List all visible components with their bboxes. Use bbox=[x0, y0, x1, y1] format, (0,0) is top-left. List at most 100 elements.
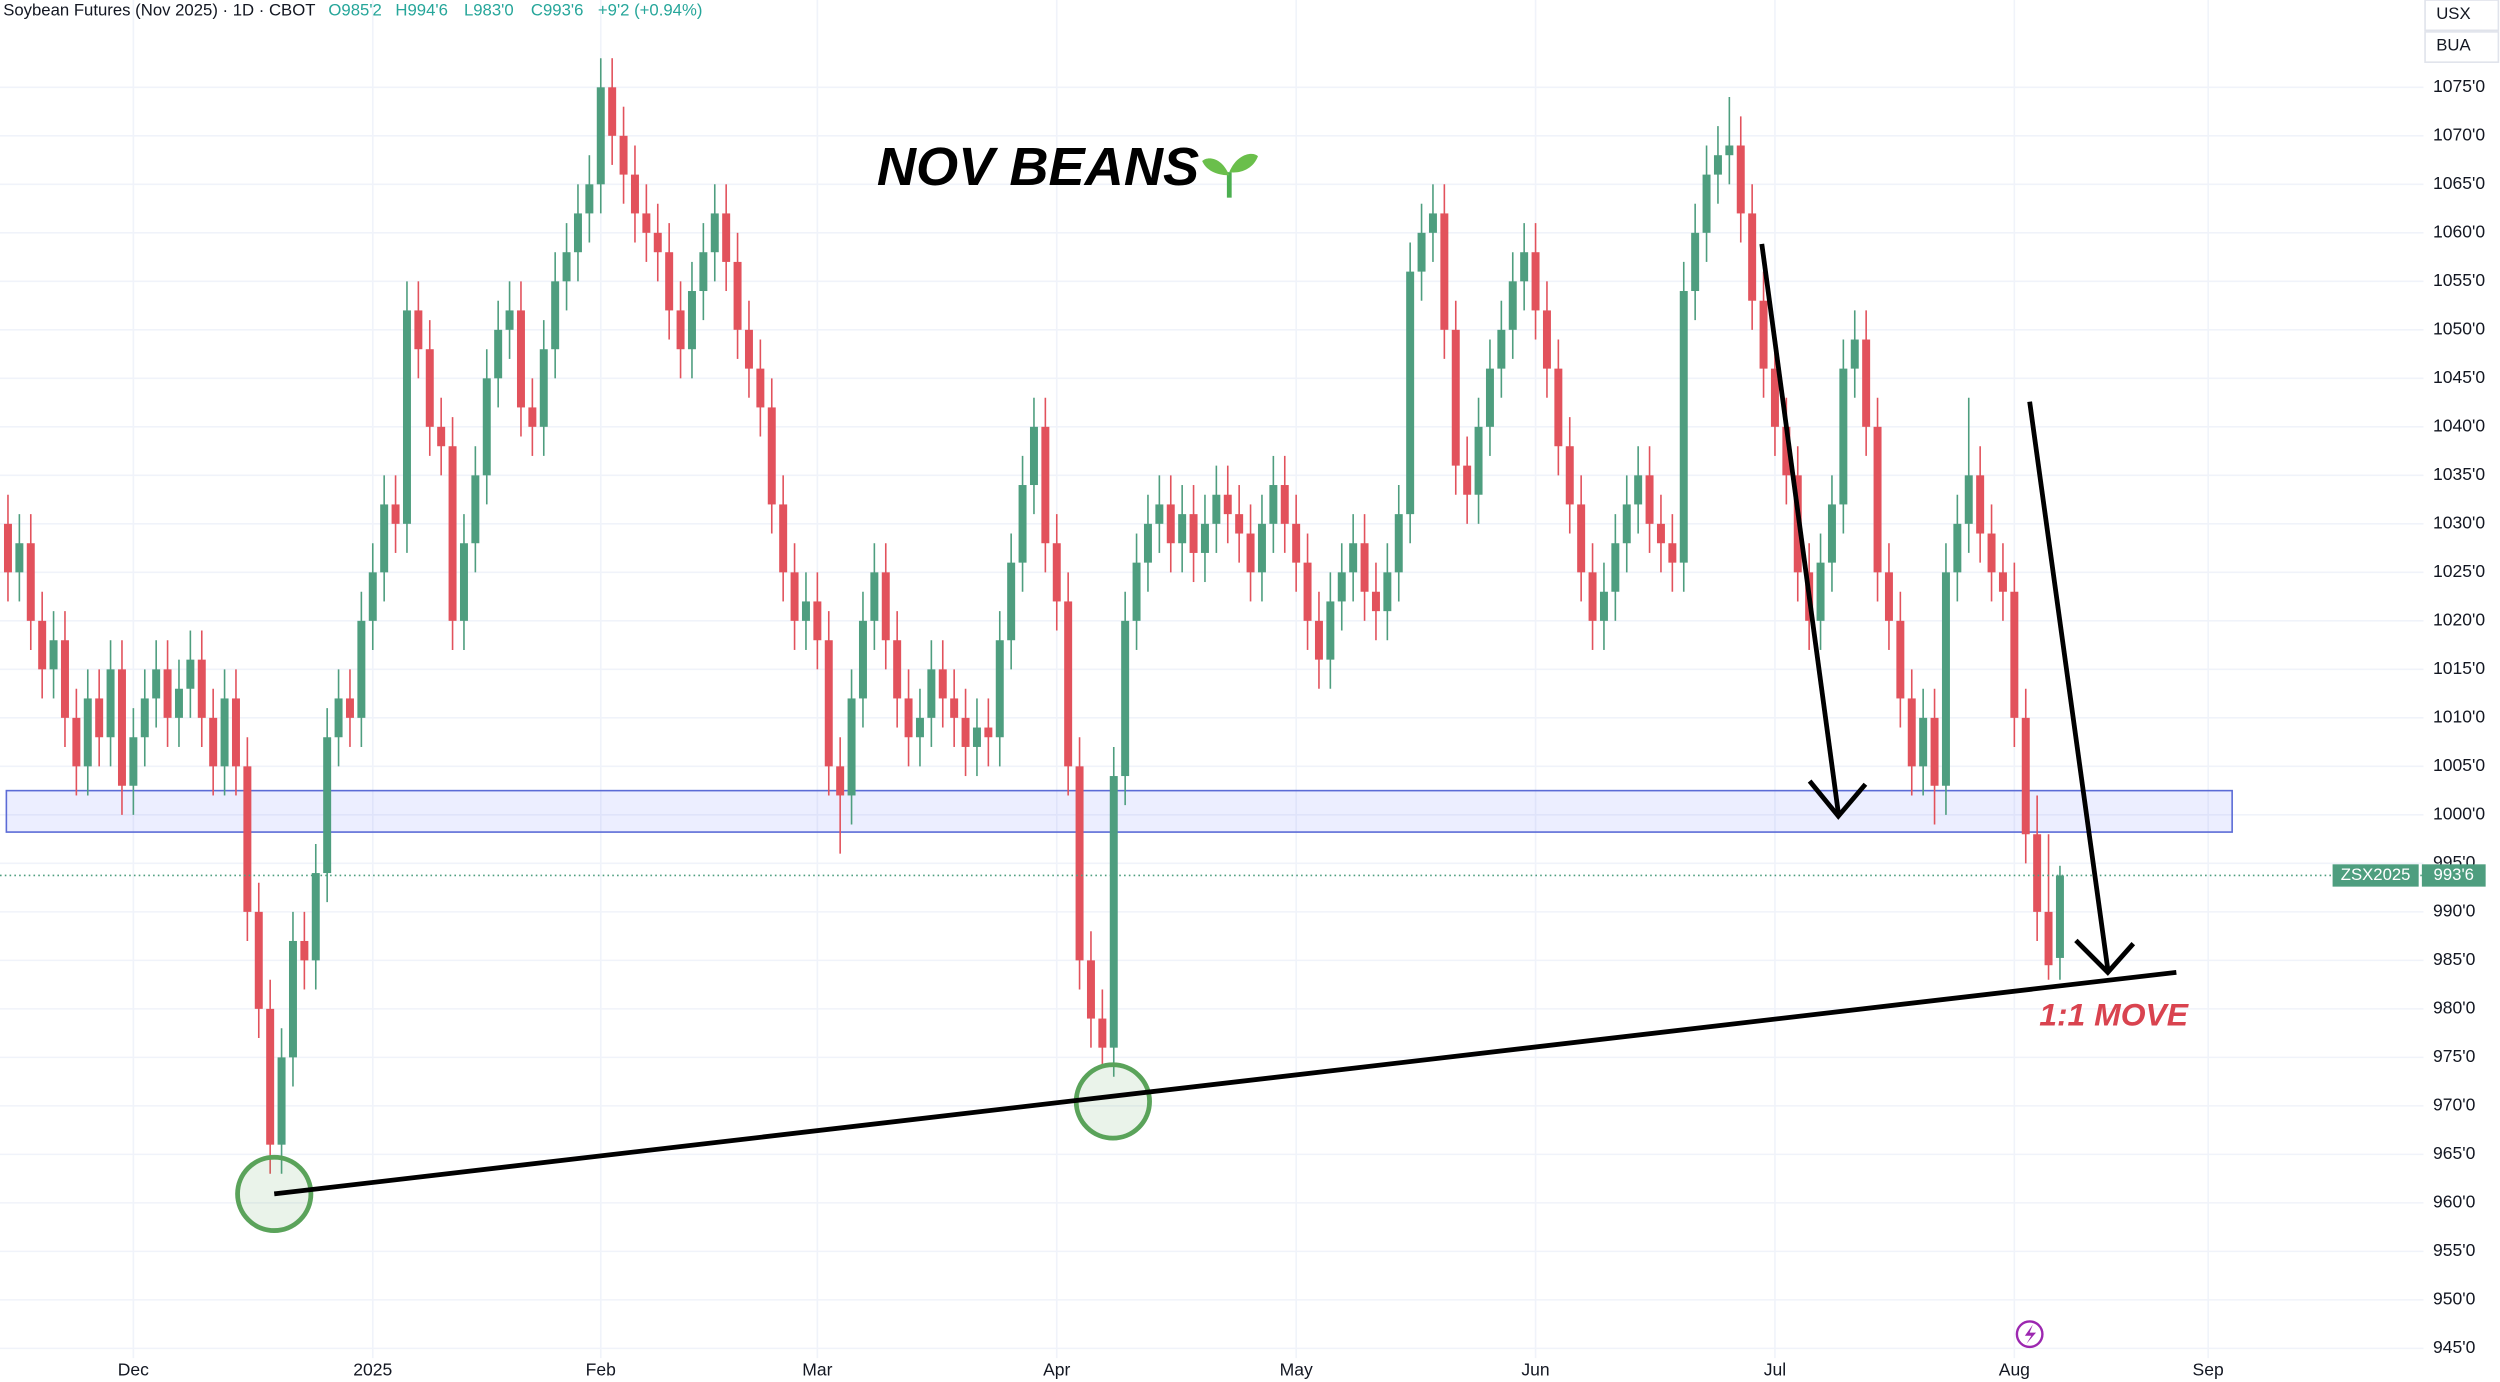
candle-body bbox=[1349, 543, 1358, 573]
candle-body bbox=[1280, 485, 1289, 524]
candle-body bbox=[756, 368, 765, 408]
x-tick-label: Jul bbox=[1764, 1359, 1786, 1379]
highlight-circle bbox=[235, 1154, 314, 1233]
candle-body bbox=[1029, 426, 1038, 486]
candle-body bbox=[1474, 426, 1483, 495]
candle-body bbox=[573, 213, 582, 253]
candle-body bbox=[1212, 494, 1221, 524]
y-tick-label: 1075'0 bbox=[2433, 76, 2485, 96]
x-tick-label: Apr bbox=[1043, 1359, 1070, 1379]
arrow-head bbox=[1807, 779, 1868, 820]
price-axis bbox=[2423, 0, 2500, 1382]
axis: 945'0 950'0 955'0 960'0 965'0 970'0 975'0 980'0… bbox=[118, 76, 2486, 1380]
candle-body bbox=[323, 737, 332, 874]
candle-body bbox=[197, 659, 206, 718]
ohlc-high: H994'6 bbox=[395, 1, 447, 20]
x-tick-label: Mar bbox=[802, 1359, 832, 1379]
candle-body bbox=[665, 252, 674, 311]
candle-body bbox=[1611, 543, 1620, 592]
candle-body bbox=[1018, 485, 1027, 563]
y-tick-label: 1060'0 bbox=[2433, 221, 2485, 241]
y-tick-label: 985'0 bbox=[2433, 949, 2476, 969]
candle-body bbox=[1132, 562, 1141, 621]
candle-body bbox=[1371, 591, 1380, 612]
candle-body bbox=[1121, 620, 1130, 777]
candle-body bbox=[368, 572, 377, 621]
candle-body bbox=[904, 698, 913, 738]
symbol-tag-label: ZSX2025 bbox=[2341, 865, 2411, 884]
candle-body bbox=[1850, 339, 1859, 369]
candle-body bbox=[1577, 504, 1586, 573]
candle-body bbox=[471, 475, 480, 544]
candle-body bbox=[961, 717, 970, 747]
candle-body bbox=[60, 640, 69, 718]
candle-body bbox=[1816, 562, 1825, 621]
candle-body bbox=[733, 261, 742, 330]
candle-body bbox=[2055, 875, 2064, 958]
candle-body bbox=[1668, 543, 1677, 563]
candle-body bbox=[311, 873, 320, 961]
candle-body bbox=[1862, 339, 1871, 427]
candle-body bbox=[209, 717, 218, 767]
candle-body bbox=[1098, 1018, 1107, 1048]
candle-body bbox=[288, 940, 297, 1058]
price-tag bbox=[2421, 864, 2486, 887]
candle-body bbox=[1246, 533, 1255, 573]
candle-body bbox=[459, 543, 468, 621]
candle-body bbox=[243, 766, 252, 912]
candle-body bbox=[1907, 698, 1916, 767]
candle-body bbox=[300, 940, 309, 961]
candle-body bbox=[1759, 300, 1768, 369]
unit-label: BUA bbox=[2436, 36, 2471, 55]
x-tick-label: Jun bbox=[1521, 1359, 1549, 1379]
candle-body bbox=[277, 1057, 286, 1145]
candle-body bbox=[699, 252, 708, 292]
candle-body bbox=[152, 669, 161, 699]
candle-body bbox=[1748, 213, 1757, 301]
candle-body bbox=[1896, 620, 1905, 699]
candle-body bbox=[1930, 717, 1939, 786]
candle-body bbox=[619, 135, 628, 175]
candle-body bbox=[1987, 533, 1996, 573]
candle-body bbox=[414, 310, 423, 350]
candle-body bbox=[1269, 485, 1278, 524]
y-tick-label: 975'0 bbox=[2433, 1046, 2476, 1066]
candle-body bbox=[2021, 717, 2030, 835]
candle-body bbox=[1314, 620, 1323, 660]
lightning-icon bbox=[2015, 1320, 2044, 1349]
candle-body bbox=[129, 737, 138, 786]
x-tick-label: Sep bbox=[2193, 1359, 2224, 1379]
candle-body bbox=[938, 669, 947, 699]
x-tick-label: Dec bbox=[118, 1359, 149, 1379]
candle-body bbox=[231, 698, 240, 767]
candle-body bbox=[824, 640, 833, 767]
y-tick-label: 955'0 bbox=[2433, 1240, 2476, 1260]
candle-body bbox=[1451, 329, 1460, 466]
x-tick-label: May bbox=[1280, 1359, 1313, 1379]
y-tick-label: 1015'0 bbox=[2433, 658, 2485, 678]
candle-body bbox=[1588, 572, 1597, 621]
candle-body bbox=[1713, 155, 1722, 175]
ohlc-close: C993'6 bbox=[531, 1, 583, 20]
candle-body bbox=[1292, 523, 1301, 563]
candle-body bbox=[585, 184, 594, 214]
arrow bbox=[1759, 243, 1841, 814]
candle-body bbox=[608, 87, 617, 136]
candle-body bbox=[790, 572, 799, 621]
candle-body bbox=[1200, 523, 1209, 553]
candle-body bbox=[448, 446, 457, 621]
candle-body bbox=[1406, 271, 1415, 515]
candle-body bbox=[357, 620, 366, 718]
candle-body bbox=[676, 310, 685, 350]
y-tick-label: 1070'0 bbox=[2433, 124, 2485, 144]
candles bbox=[0, 58, 2424, 1174]
candle-body bbox=[83, 698, 92, 767]
candle-body bbox=[528, 407, 537, 427]
candle-body bbox=[744, 329, 753, 369]
candle-body bbox=[1463, 465, 1472, 495]
candle-body bbox=[870, 572, 879, 621]
candle-body bbox=[482, 378, 491, 476]
y-tick-label: 1010'0 bbox=[2433, 706, 2485, 726]
price-tag-label: 993'6 bbox=[2434, 865, 2474, 884]
